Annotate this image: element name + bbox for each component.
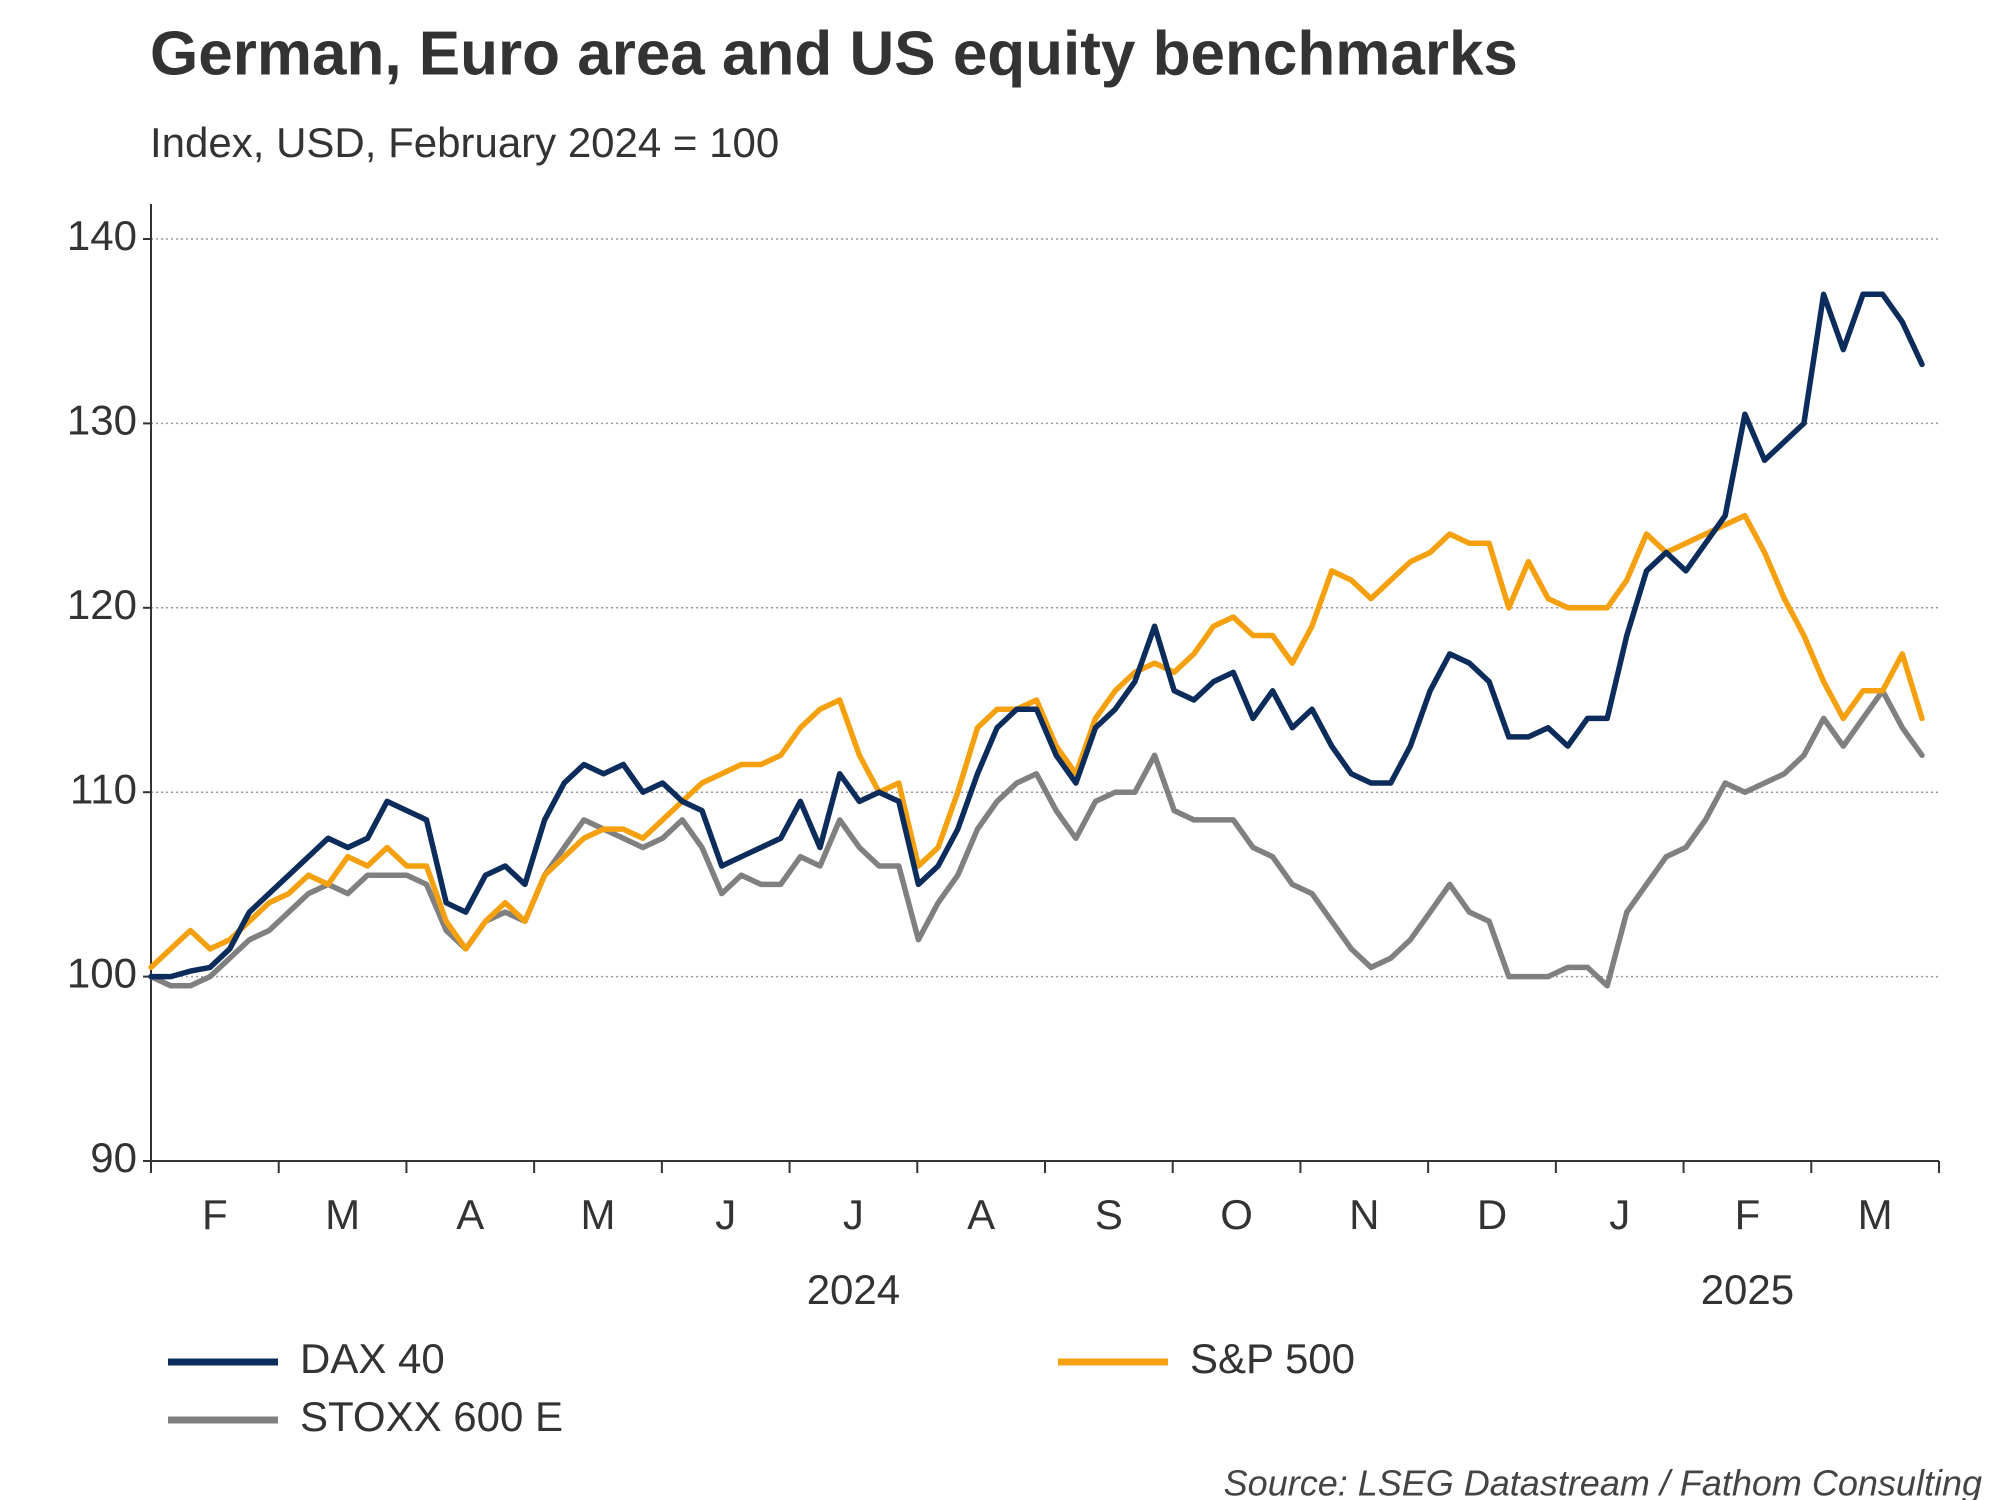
- y-tick-label: 130: [67, 396, 137, 443]
- x-tick-label: M: [1858, 1191, 1893, 1238]
- y-tick-label: 100: [67, 950, 137, 997]
- y-tick-label: 140: [67, 212, 137, 259]
- x-tick-label: S: [1095, 1191, 1123, 1238]
- source-note: Source: LSEG Datastream / Fathom Consult…: [1224, 1463, 1982, 1500]
- x-tick-label: D: [1477, 1191, 1507, 1238]
- x-tick-label: J: [1609, 1191, 1630, 1238]
- chart-subtitle: Index, USD, February 2024 = 100: [150, 119, 779, 166]
- x-tick-label: M: [325, 1191, 360, 1238]
- legend-label: STOXX 600 E: [300, 1393, 563, 1440]
- x-tick-label: F: [1735, 1191, 1761, 1238]
- x-tick-label: J: [715, 1191, 736, 1238]
- x-tick-label: O: [1220, 1191, 1253, 1238]
- chart-title: German, Euro area and US equity benchmar…: [150, 19, 1518, 88]
- series-line: [148, 291, 1925, 980]
- x-tick-label: A: [456, 1191, 484, 1238]
- legend-label: DAX 40: [300, 1335, 445, 1382]
- legend-label: S&P 500: [1190, 1335, 1355, 1382]
- series-line: [148, 688, 1925, 989]
- year-label: 2025: [1701, 1266, 1794, 1313]
- y-tick-label: 110: [70, 765, 137, 812]
- x-tick-label: N: [1349, 1191, 1379, 1238]
- y-tick-label: 120: [67, 581, 137, 628]
- year-label: 2024: [807, 1266, 900, 1313]
- x-tick-label: M: [581, 1191, 616, 1238]
- series-line: [148, 512, 1925, 971]
- y-tick-label: 90: [90, 1134, 137, 1181]
- x-tick-label: A: [967, 1191, 995, 1238]
- x-tick-label: J: [843, 1191, 864, 1238]
- x-tick-label: F: [202, 1191, 228, 1238]
